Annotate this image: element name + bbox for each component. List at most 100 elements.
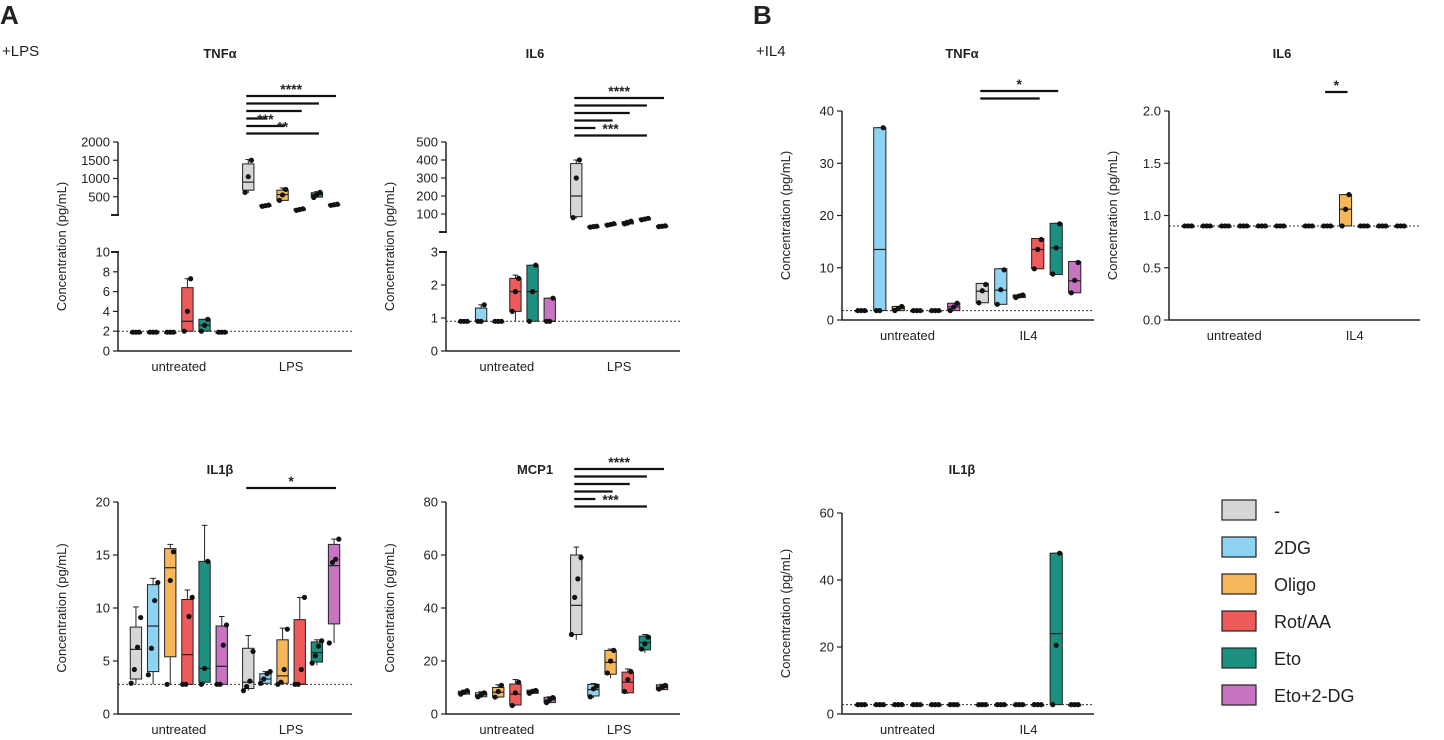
- data-point: [1053, 642, 1059, 648]
- data-point: [979, 288, 985, 294]
- y-tick-label: 3: [431, 245, 438, 260]
- data-point: [181, 328, 187, 334]
- box-body: [570, 554, 583, 635]
- data-point: [642, 641, 648, 647]
- significance-label: *: [1334, 77, 1340, 93]
- data-point: [167, 577, 173, 584]
- data-point: [498, 318, 505, 324]
- data-point: [533, 262, 539, 268]
- box-body: [509, 277, 522, 312]
- data-point: [1189, 223, 1195, 229]
- y-tick-label: 40: [820, 104, 834, 119]
- y-tick-label: 0: [827, 313, 834, 328]
- data-point: [1057, 221, 1063, 227]
- data-point: [607, 658, 614, 664]
- significance-label: **: [277, 119, 288, 135]
- data-point: [242, 189, 248, 195]
- y-tick-label: 80: [424, 495, 438, 510]
- data-point: [1281, 223, 1287, 229]
- data-point: [1053, 245, 1059, 251]
- data-point: [1001, 702, 1007, 708]
- data-point: [917, 307, 923, 314]
- legend-label: Rot/AA: [1274, 612, 1331, 632]
- chart-title: IL1β: [949, 462, 976, 477]
- y-axis-label: Concentration (pg/mL): [382, 182, 397, 311]
- legend-label: 2DG: [1274, 538, 1311, 558]
- panel-b-label: B: [753, 0, 772, 30]
- data-point: [550, 694, 556, 701]
- data-point: [492, 694, 498, 700]
- data-point: [862, 702, 868, 708]
- significance-label: ***: [257, 111, 274, 127]
- y-tick-label: 1500: [81, 153, 110, 168]
- data-point: [300, 206, 306, 212]
- data-point: [1050, 271, 1056, 277]
- data-point: [1327, 223, 1334, 229]
- legend-swatch: [1221, 684, 1257, 706]
- data-point: [662, 682, 668, 688]
- data-point: [880, 125, 886, 131]
- data-point: [593, 223, 600, 229]
- data-point: [533, 687, 539, 694]
- y-tick-label: 60: [820, 506, 834, 521]
- y-axis-label: Concentration (pg/mL): [778, 549, 793, 678]
- data-point: [189, 594, 195, 601]
- y-axis-label: Concentration (pg/mL): [778, 151, 793, 280]
- data-point: [515, 679, 522, 685]
- y-tick-label: 500: [416, 135, 438, 150]
- data-point: [155, 579, 161, 586]
- x-tick-label: LPS: [279, 722, 304, 737]
- data-point: [877, 307, 883, 314]
- box-body: [1068, 260, 1082, 294]
- data-point: [481, 302, 487, 308]
- data-point: [284, 626, 290, 632]
- y-tick-label: 0: [827, 707, 834, 722]
- box-body: [293, 619, 306, 685]
- legend-label: -: [1274, 501, 1280, 521]
- data-point: [998, 287, 1004, 293]
- legend-swatch: [1221, 499, 1257, 521]
- y-tick-label: 15: [96, 548, 110, 563]
- x-tick-label: untreated: [880, 722, 935, 737]
- data-point: [611, 647, 617, 654]
- data-point: [547, 318, 553, 324]
- data-point: [621, 688, 628, 695]
- legend-label: Eto: [1274, 649, 1301, 669]
- data-point: [550, 295, 556, 301]
- legend-swatch: [1221, 573, 1257, 595]
- chart-title: IL6: [1273, 46, 1292, 61]
- data-point: [576, 157, 583, 163]
- data-point: [205, 558, 211, 564]
- data-point: [145, 672, 151, 678]
- legend-swatch: [1221, 536, 1257, 558]
- data-point: [222, 329, 228, 335]
- legend-label: Eto+2-DG: [1274, 686, 1355, 706]
- y-tick-label: 20: [820, 640, 834, 655]
- data-point: [247, 678, 253, 684]
- y-axis-label: Concentration (pg/mL): [1105, 151, 1120, 280]
- panel-a-label: A: [0, 0, 19, 30]
- data-point: [201, 665, 208, 672]
- data-point: [1050, 702, 1056, 708]
- box-body: [242, 647, 255, 690]
- data-point: [198, 681, 205, 687]
- data-point: [645, 215, 651, 221]
- data-point: [1383, 223, 1389, 229]
- data-point: [983, 702, 989, 708]
- y-tick-label: 6: [103, 284, 110, 299]
- box-body: [181, 599, 194, 685]
- data-point: [164, 681, 170, 687]
- data-point: [880, 702, 886, 708]
- data-point: [936, 702, 942, 708]
- significance-label: ***: [602, 492, 619, 508]
- data-point: [170, 329, 177, 335]
- chart-5: IL6 Concentration (pg/mL) 0.0 0.5 1.0 1.5 2.0 u…: [1105, 46, 1420, 343]
- data-point: [578, 555, 584, 561]
- chart-title: TNFα: [203, 46, 236, 61]
- data-point: [186, 613, 192, 620]
- data-point: [512, 690, 519, 696]
- box-body: [873, 127, 887, 312]
- data-point: [495, 688, 501, 695]
